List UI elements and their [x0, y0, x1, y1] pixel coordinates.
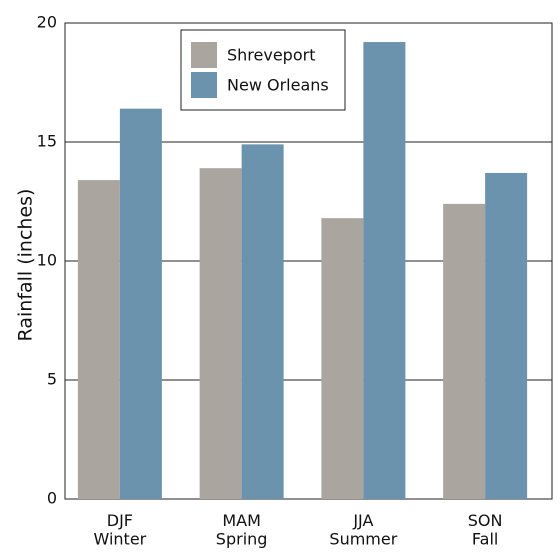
- y-tick-label: 15: [37, 132, 57, 151]
- plot-frame: [64, 22, 553, 500]
- legend-swatch: [191, 42, 217, 68]
- bar: [199, 168, 242, 499]
- y-tick-label: 5: [47, 370, 57, 389]
- legend-label: New Orleans: [227, 76, 329, 95]
- bar: [241, 144, 284, 499]
- legend-swatch: [191, 72, 217, 98]
- legend-label: Shreveport: [227, 46, 315, 65]
- bar: [485, 172, 528, 499]
- x-tick-label: MAM Spring: [216, 511, 268, 548]
- bar: [443, 203, 486, 499]
- x-tick-label: DJF Winter: [94, 511, 147, 548]
- x-tick-label: SON Fall: [468, 511, 503, 548]
- bar: [321, 218, 364, 499]
- y-tick-label: 20: [37, 13, 57, 32]
- x-tick-label: JJA Summer: [329, 511, 397, 548]
- y-tick-label: 10: [37, 251, 57, 270]
- y-tick-label: 0: [47, 489, 57, 508]
- y-axis-label: Rainfall (inches): [15, 189, 37, 342]
- bar: [119, 108, 162, 500]
- bar: [363, 42, 406, 499]
- bar: [77, 180, 120, 499]
